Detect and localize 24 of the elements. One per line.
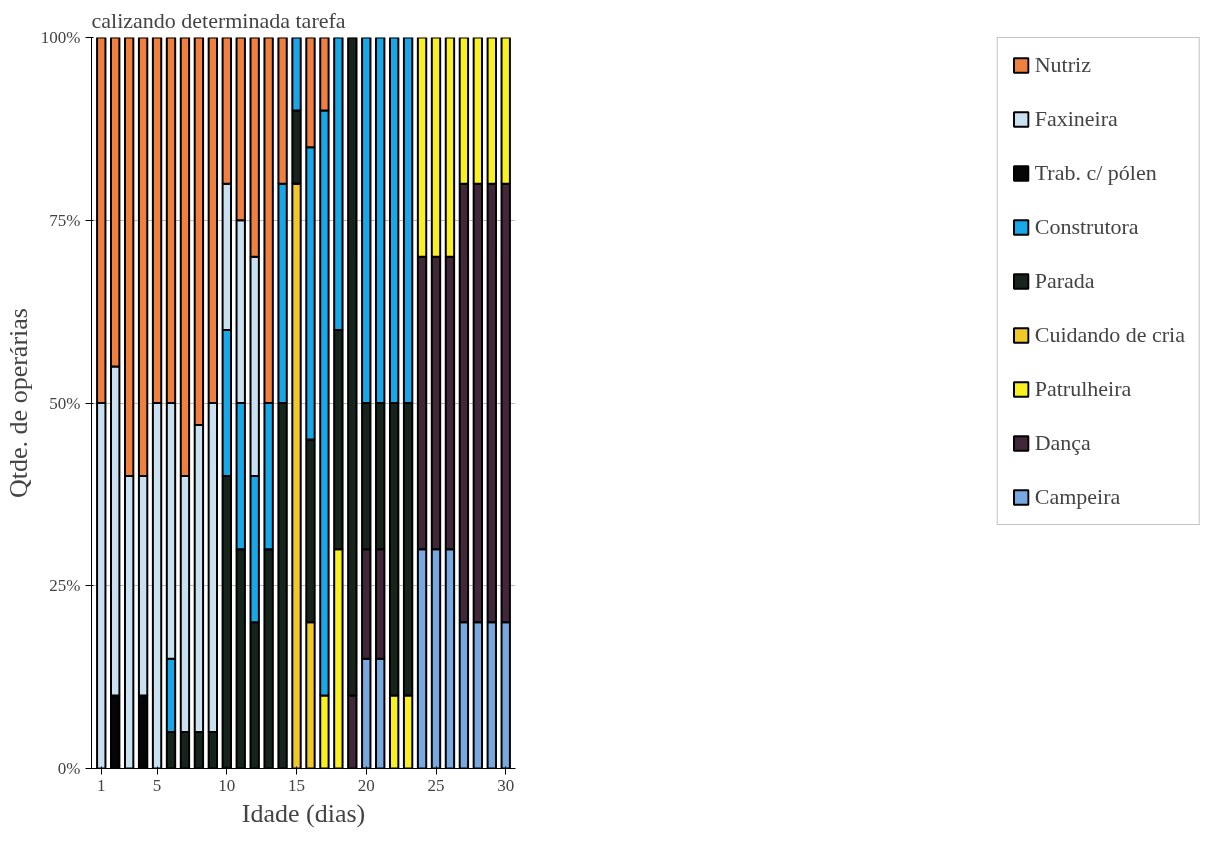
y-tick-label: 100% (40, 28, 81, 47)
y-tick-label: 75% (49, 210, 81, 230)
x-tick-label: 25 (427, 775, 445, 795)
legend-label: Trab. c/ pólen (1034, 160, 1157, 186)
legend-label: Nutriz (1034, 52, 1091, 78)
x-tick-label: 15 (288, 775, 306, 795)
legend-label: Parada (1034, 268, 1095, 294)
x-tick-label: 30 (497, 775, 515, 795)
x-tick-label: 10 (218, 775, 236, 795)
y-axis-title: Qtde. de operárias (3, 308, 33, 498)
x-tick-label: 5 (152, 775, 162, 795)
legend-label: Faxineira (1034, 106, 1118, 132)
x-tick-label: 1 (97, 775, 106, 795)
y-tick-label: 50% (49, 393, 81, 413)
legend-label: Dança (1034, 430, 1091, 456)
legend-label: Construtora (1034, 214, 1139, 240)
x-axis-title: Idade (dias) (241, 798, 366, 828)
chart-title: calizando determinada tarefa (91, 7, 346, 33)
legend-label: Patrulheira (1034, 376, 1132, 402)
legend-label: Cuidando de cria (1034, 322, 1185, 348)
x-tick-label: 20 (357, 775, 375, 795)
y-tick-label: 25% (49, 576, 81, 596)
y-tick-label: 0% (57, 759, 81, 778)
legend-label: Campeira (1034, 484, 1121, 510)
